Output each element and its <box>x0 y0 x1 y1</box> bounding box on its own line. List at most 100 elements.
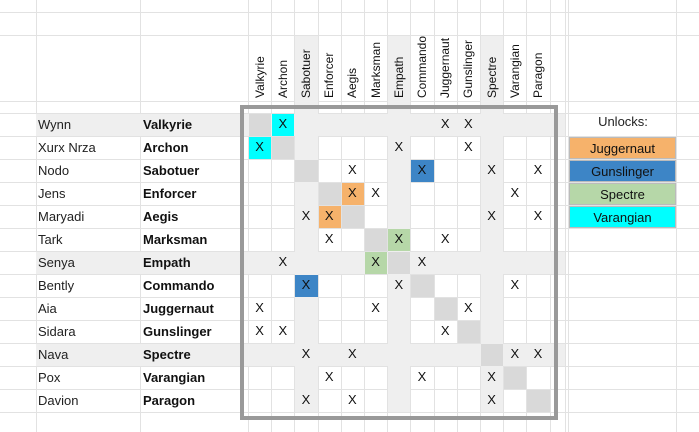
gridline-vertical <box>503 0 504 432</box>
player-name[interactable]: Jens <box>38 186 66 201</box>
highlight-cell <box>272 114 295 136</box>
gridline-vertical <box>36 0 37 432</box>
matrix-mark[interactable]: X <box>510 346 520 361</box>
player-name[interactable]: Davion <box>38 393 79 408</box>
matrix-mark[interactable]: X <box>371 254 380 269</box>
player-name[interactable]: Senya <box>38 255 75 270</box>
class-name[interactable]: Aegis <box>143 209 179 224</box>
legend-item-juggernaut[interactable]: Juggernaut <box>569 137 676 159</box>
matrix-mark[interactable]: X <box>301 208 311 223</box>
class-name[interactable]: Sabotuer <box>143 163 200 178</box>
matrix-mark[interactable]: X <box>348 346 357 361</box>
matrix-mark[interactable]: X <box>510 185 520 200</box>
column-header[interactable]: Gunslinger <box>457 35 480 101</box>
class-name[interactable]: Varangian <box>143 370 206 385</box>
matrix-mark[interactable]: X <box>417 369 427 384</box>
diagonal-cell <box>388 252 411 274</box>
matrix-mark[interactable]: X <box>440 231 450 246</box>
matrix-mark[interactable]: X <box>464 300 473 315</box>
legend-item-gunslinger[interactable]: Gunslinger <box>569 160 676 182</box>
matrix-mark[interactable]: X <box>487 392 496 407</box>
matrix-mark[interactable]: X <box>487 369 496 384</box>
matrix-mark[interactable]: X <box>464 116 473 131</box>
column-header[interactable]: Varangian <box>503 35 526 101</box>
matrix-border <box>240 105 558 420</box>
shaded-column <box>481 36 504 412</box>
legend-item-spectre[interactable]: Spectre <box>569 183 676 205</box>
class-name[interactable]: Juggernaut <box>143 301 214 316</box>
class-name[interactable]: Valkyrie <box>143 117 193 132</box>
column-header[interactable]: Commando <box>410 35 433 101</box>
matrix-mark[interactable]: X <box>255 323 264 338</box>
player-name[interactable]: Pox <box>38 370 61 385</box>
player-name[interactable]: Wynn <box>38 117 72 132</box>
matrix-mark[interactable]: X <box>440 116 450 131</box>
column-header[interactable]: Paragon <box>526 35 549 101</box>
player-name[interactable]: Aia <box>38 301 57 316</box>
matrix-mark[interactable]: X <box>440 323 450 338</box>
player-name[interactable]: Nava <box>38 347 69 362</box>
matrix-mark[interactable]: X <box>533 162 543 177</box>
matrix-mark[interactable]: X <box>533 346 543 361</box>
class-name[interactable]: Marksman <box>143 232 208 247</box>
matrix-mark[interactable]: X <box>487 162 496 177</box>
legend-item-varangian[interactable]: Varangian <box>569 206 676 228</box>
matrix-mark[interactable]: X <box>301 277 311 292</box>
gridline-horizontal <box>0 251 699 252</box>
player-name[interactable]: Tark <box>38 232 63 247</box>
matrix-mark[interactable]: X <box>394 277 404 292</box>
class-name[interactable]: Gunslinger <box>143 324 212 339</box>
player-name[interactable]: Nodo <box>38 163 70 178</box>
gridline-vertical <box>318 0 319 432</box>
column-header[interactable]: Marksman <box>364 35 387 101</box>
matrix-mark[interactable]: X <box>394 231 404 246</box>
matrix-mark[interactable]: X <box>278 254 288 269</box>
column-header[interactable]: Valkyrie <box>248 35 271 101</box>
matrix-mark[interactable]: X <box>348 162 357 177</box>
matrix-mark[interactable]: X <box>255 139 264 154</box>
player-name[interactable]: Bently <box>38 278 75 293</box>
matrix-mark[interactable]: X <box>348 185 357 200</box>
player-name[interactable]: Xurx Nrza <box>38 140 96 155</box>
class-name[interactable]: Commando <box>143 278 215 293</box>
matrix-mark[interactable]: X <box>487 208 496 223</box>
matrix-mark[interactable]: X <box>510 277 520 292</box>
matrix-mark[interactable]: X <box>301 346 311 361</box>
column-header-label: Enforcer <box>322 52 337 98</box>
column-header[interactable]: Empath <box>387 35 410 101</box>
matrix-mark[interactable]: X <box>371 185 380 200</box>
matrix-mark[interactable]: X <box>324 369 334 384</box>
diagonal-cell <box>527 390 550 412</box>
column-header[interactable]: Spectre <box>480 35 503 101</box>
matrix-mark[interactable]: X <box>324 208 334 223</box>
matrix-mark[interactable]: X <box>301 392 311 407</box>
player-name[interactable]: Maryadi <box>38 209 85 224</box>
column-header[interactable]: Archon <box>271 35 294 101</box>
matrix-mark[interactable]: X <box>324 231 334 246</box>
matrix-mark[interactable]: X <box>278 116 288 131</box>
column-header[interactable]: Sabotuer <box>294 35 317 101</box>
matrix-mark[interactable]: X <box>417 162 427 177</box>
matrix-mark[interactable]: X <box>417 254 427 269</box>
matrix-mark[interactable]: X <box>348 392 357 407</box>
class-name[interactable]: Enforcer <box>143 186 197 201</box>
matrix-mark[interactable]: X <box>533 208 543 223</box>
class-name[interactable]: Paragon <box>143 393 196 408</box>
class-name[interactable]: Spectre <box>143 347 191 362</box>
matrix-mark[interactable]: X <box>371 300 380 315</box>
gridline-horizontal <box>0 366 699 367</box>
gridline-horizontal <box>0 136 699 137</box>
player-name[interactable]: Sidara <box>38 324 76 339</box>
column-header[interactable]: Juggernaut <box>434 35 457 101</box>
column-header[interactable]: Enforcer <box>318 35 341 101</box>
gridline-vertical <box>550 0 551 432</box>
gridline-vertical <box>676 0 677 432</box>
matrix-mark[interactable]: X <box>278 323 288 338</box>
gridline-vertical <box>341 0 342 432</box>
column-header[interactable]: Aegis <box>341 35 364 101</box>
matrix-mark[interactable]: X <box>394 139 404 154</box>
class-name[interactable]: Empath <box>143 255 191 270</box>
class-name[interactable]: Archon <box>143 140 189 155</box>
matrix-mark[interactable]: X <box>464 139 473 154</box>
matrix-mark[interactable]: X <box>255 300 264 315</box>
